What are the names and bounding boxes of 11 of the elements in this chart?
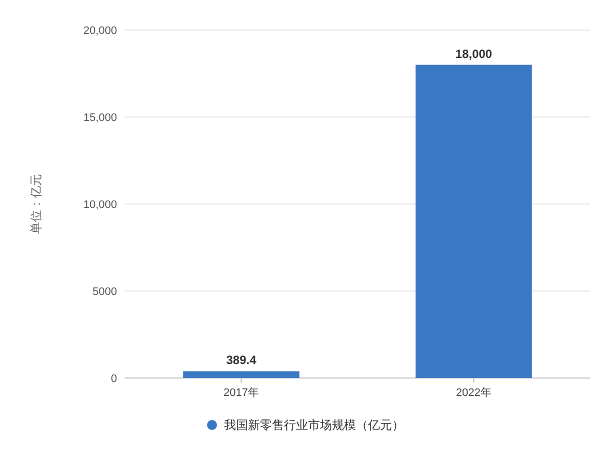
ytick: 10,000	[83, 199, 117, 211]
value-label: 18,000	[455, 46, 492, 61]
xtick: 2017年	[224, 387, 259, 399]
ytick: 0	[110, 373, 117, 385]
ylabel: 单位：亿元	[29, 174, 43, 234]
legend-label: 我国新零售行业市场规模（亿元）	[224, 418, 404, 432]
ytick: 5000	[92, 286, 117, 298]
value-label: 389.4	[226, 353, 256, 368]
xtick: 2022年	[456, 387, 492, 399]
ytick: 15,000	[83, 112, 117, 124]
ytick: 20,000	[83, 25, 117, 37]
